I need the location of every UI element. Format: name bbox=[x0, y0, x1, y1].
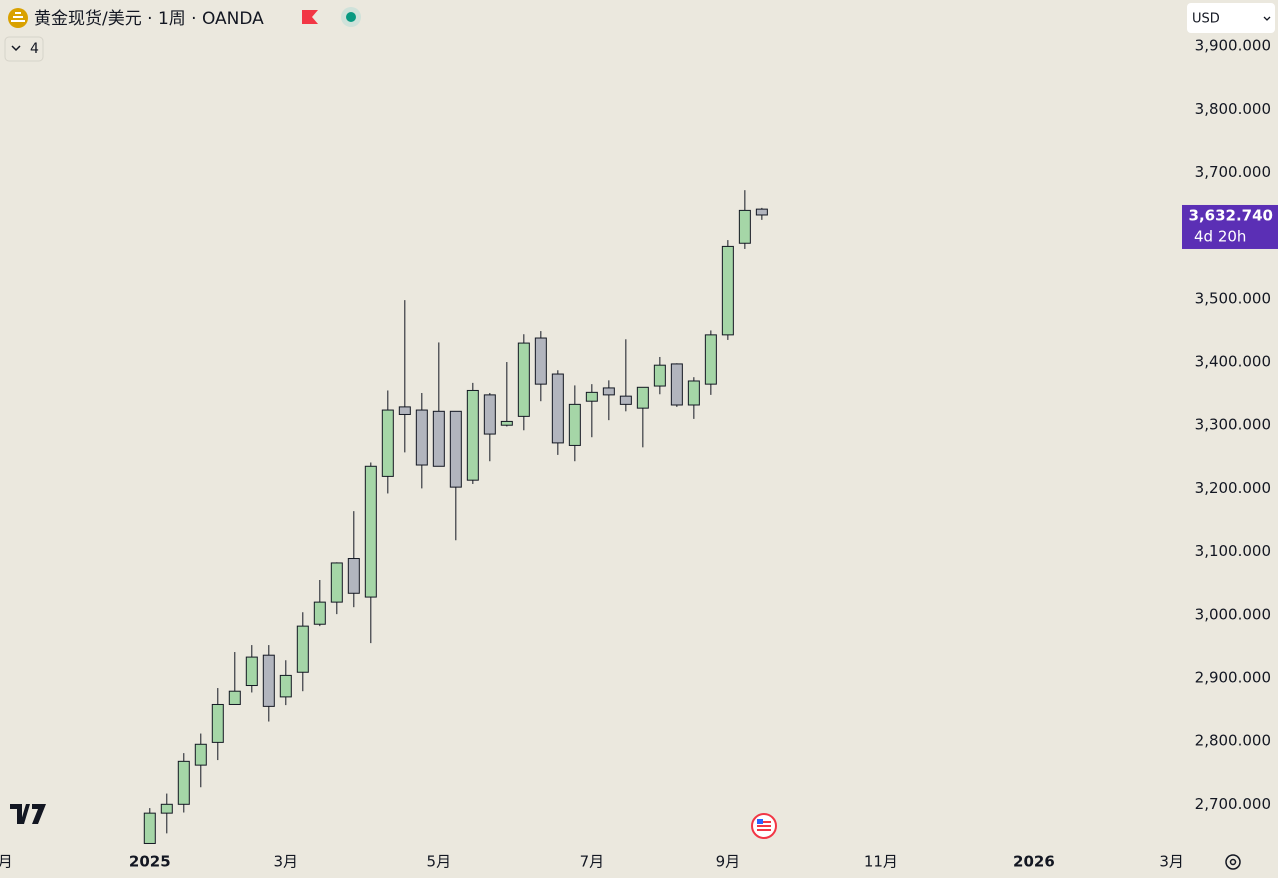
candle-body bbox=[279, 674, 292, 698]
candle-body bbox=[398, 406, 411, 415]
currency-select[interactable] bbox=[1187, 3, 1275, 33]
candle-body bbox=[262, 654, 275, 707]
status-dot bbox=[346, 12, 356, 22]
settings-icon-core bbox=[1229, 858, 1237, 866]
candle-body bbox=[296, 625, 309, 673]
candle-body bbox=[704, 334, 717, 385]
candle-body bbox=[466, 389, 479, 481]
candle-body bbox=[143, 812, 156, 844]
candle-body bbox=[381, 409, 394, 477]
y-tick-label: 3,900.000 bbox=[1195, 37, 1271, 55]
symbol-icon-mark bbox=[11, 12, 25, 22]
logo bbox=[10, 804, 46, 824]
flag-icon[interactable] bbox=[302, 10, 318, 24]
y-tick-label: 3,400.000 bbox=[1195, 353, 1271, 371]
candle-body bbox=[245, 656, 258, 687]
x-tick-label: 7月 bbox=[580, 853, 605, 871]
candle-body bbox=[721, 245, 734, 336]
x-tick-label: 11月 bbox=[864, 853, 898, 871]
candle-body bbox=[330, 562, 343, 603]
candle-body bbox=[500, 420, 513, 426]
y-tick-label: 2,700.000 bbox=[1195, 795, 1271, 813]
indicator-count: 4 bbox=[30, 41, 39, 57]
y-tick-label: 3,100.000 bbox=[1195, 542, 1271, 560]
y-tick-label: 3,300.000 bbox=[1195, 416, 1271, 434]
candle-body bbox=[755, 208, 768, 216]
candle-body bbox=[228, 690, 241, 705]
y-tick-label: 3,000.000 bbox=[1195, 605, 1271, 623]
candle-body bbox=[585, 391, 598, 402]
indicator-toggle[interactable] bbox=[4, 36, 44, 62]
candle-body bbox=[483, 394, 496, 435]
settings-icon[interactable] bbox=[1225, 854, 1241, 870]
chevron bbox=[1263, 16, 1271, 21]
candle-body bbox=[364, 465, 377, 598]
y-tick-label: 3,800.000 bbox=[1195, 100, 1271, 118]
x-tick-label: 2025 bbox=[129, 853, 171, 871]
y-tick-label: 3,500.000 bbox=[1195, 289, 1271, 307]
candle-body bbox=[415, 409, 428, 466]
x-tick-label: 3月 bbox=[1159, 853, 1184, 871]
y-tick-label: 3,200.000 bbox=[1195, 479, 1271, 497]
candle-body bbox=[449, 410, 462, 488]
x-tick-label: 9月 bbox=[716, 853, 741, 871]
candle-body bbox=[653, 364, 666, 387]
x-tick-label: 5月 bbox=[427, 853, 452, 871]
candle-body bbox=[313, 601, 326, 625]
candle-body bbox=[194, 743, 207, 766]
x-tick-label: 2026 bbox=[1013, 853, 1055, 871]
chart-title: 黄金现货/美元 · 1周 · OANDA bbox=[34, 9, 264, 29]
candle-body bbox=[551, 373, 564, 444]
candle-body bbox=[602, 387, 615, 396]
y-tick-label: 3,700.000 bbox=[1195, 163, 1271, 181]
currency: USD bbox=[1192, 12, 1220, 27]
candle-body bbox=[738, 209, 751, 244]
candle-body bbox=[568, 403, 581, 446]
candle-body bbox=[670, 363, 683, 406]
candle-body bbox=[534, 337, 547, 385]
x-tick-label: 月 bbox=[0, 853, 13, 871]
x-tick-label: 3月 bbox=[274, 853, 299, 871]
candle-body bbox=[619, 395, 632, 405]
y-tick-label: 2,800.000 bbox=[1195, 732, 1271, 750]
candle-body bbox=[432, 410, 445, 467]
candle-body bbox=[160, 803, 173, 814]
candle-body bbox=[636, 386, 649, 409]
price-tag-countdown: 4d 20h bbox=[1194, 227, 1246, 245]
price-tag-value: 3,632.740 bbox=[1189, 206, 1273, 224]
plot-area bbox=[143, 190, 768, 844]
y-tick-label: 2,900.000 bbox=[1195, 668, 1271, 686]
price-tag bbox=[1182, 204, 1278, 249]
candle-body bbox=[517, 342, 530, 417]
event-flag-canton bbox=[757, 819, 763, 824]
candle-body bbox=[177, 760, 190, 805]
chevron bbox=[11, 45, 21, 52]
candle-body bbox=[347, 558, 360, 594]
candle-body bbox=[687, 380, 700, 406]
candle-body bbox=[211, 703, 224, 743]
